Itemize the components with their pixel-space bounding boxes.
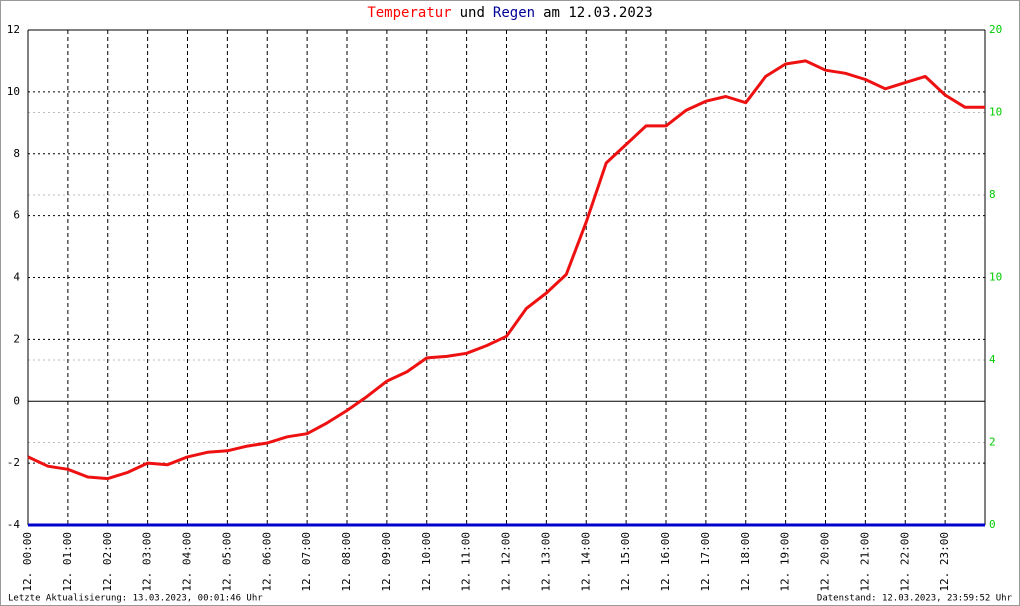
y-tick-label: -2 bbox=[7, 456, 20, 469]
series-line bbox=[27, 59, 985, 481]
y2-tick-label: 0 bbox=[989, 518, 996, 531]
y2-tick-label: 8 bbox=[989, 188, 996, 201]
x-tick-label: 12. 22:00 bbox=[898, 532, 911, 592]
y2-tick-label: 10 bbox=[989, 271, 1002, 284]
y-tick-label: 2 bbox=[13, 332, 20, 345]
x-tick-label: 12. 10:00 bbox=[420, 532, 433, 592]
x-tick-label: 12. 06:00 bbox=[260, 532, 273, 592]
y2-tick-label: 10 bbox=[989, 106, 1002, 119]
y-tick-label: 10 bbox=[7, 85, 20, 98]
y-tick-label: 8 bbox=[13, 147, 20, 160]
title-part: am 12.03.2023 bbox=[543, 5, 653, 21]
x-tick-label: 12. 08:00 bbox=[340, 532, 353, 592]
x-tick-label: 12. 00:00 bbox=[21, 532, 34, 592]
x-tick-label: 12. 05:00 bbox=[220, 532, 233, 592]
x-tick-label: 12. 18:00 bbox=[739, 532, 752, 592]
x-tick-label: 12. 15:00 bbox=[619, 532, 632, 592]
y2-tick-label: 2 bbox=[989, 436, 996, 449]
x-tick-label: 12. 12:00 bbox=[500, 532, 513, 592]
y-tick-label: 12 bbox=[7, 23, 20, 36]
x-tick-label: 12. 02:00 bbox=[101, 532, 114, 592]
y2-tick-label: 20 bbox=[989, 23, 1002, 36]
title-part: Regen bbox=[493, 5, 535, 21]
x-tick-label: 12. 21:00 bbox=[858, 532, 871, 592]
y-tick-label: 0 bbox=[13, 394, 20, 407]
y-tick-label: 6 bbox=[13, 209, 20, 222]
x-tick-label: 12. 07:00 bbox=[300, 532, 313, 592]
x-tick-label: 12. 01:00 bbox=[61, 532, 74, 592]
x-tick-label: 12. 16:00 bbox=[659, 532, 672, 592]
x-tick-label: 12. 03:00 bbox=[141, 532, 154, 592]
y-tick-label: -4 bbox=[7, 518, 21, 531]
y2-tick-label: 4 bbox=[989, 353, 996, 366]
title-part: Temperatur bbox=[367, 5, 451, 21]
x-tick-label: 12. 23:00 bbox=[938, 532, 951, 592]
chart-title: Temperatur und Regen am 12.03.2023 bbox=[367, 5, 652, 21]
x-tick-label: 12. 14:00 bbox=[579, 532, 592, 592]
x-tick-label: 12. 17:00 bbox=[699, 532, 712, 592]
x-tick-label: 12. 19:00 bbox=[779, 532, 792, 592]
footer-left: Letzte Aktualisierung: 13.03.2023, 00:01… bbox=[8, 594, 263, 604]
x-tick-label: 12. 13:00 bbox=[539, 532, 552, 592]
x-tick-label: 12. 09:00 bbox=[380, 532, 393, 592]
footer-right: Datenstand: 12.03.2023, 23:59:52 Uhr bbox=[817, 594, 1013, 604]
title-part: und bbox=[460, 5, 485, 21]
x-tick-label: 12. 20:00 bbox=[819, 532, 832, 592]
y-tick-label: 4 bbox=[13, 271, 20, 284]
x-tick-label: 12. 04:00 bbox=[181, 532, 194, 592]
x-tick-label: 12. 11:00 bbox=[460, 532, 473, 592]
